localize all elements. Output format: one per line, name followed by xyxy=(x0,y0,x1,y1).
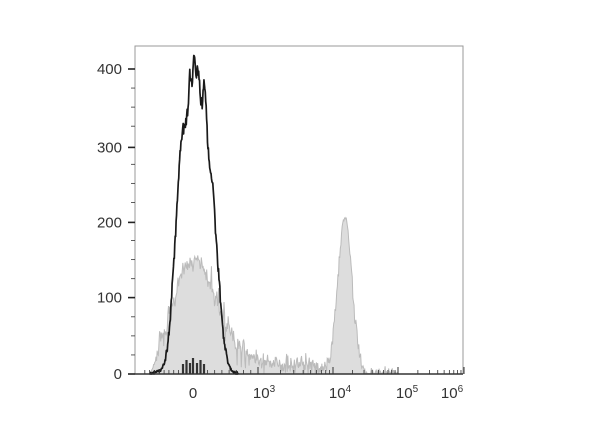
svg-text:103: 103 xyxy=(253,384,276,402)
svg-text:100: 100 xyxy=(97,290,122,307)
svg-text:106: 106 xyxy=(441,384,464,402)
svg-text:0: 0 xyxy=(114,366,122,383)
svg-text:400: 400 xyxy=(97,61,122,78)
svg-text:300: 300 xyxy=(97,139,122,156)
svg-text:105: 105 xyxy=(396,384,419,402)
svg-text:0: 0 xyxy=(189,385,197,402)
svg-text:104: 104 xyxy=(329,384,352,402)
svg-text:200: 200 xyxy=(97,214,122,231)
